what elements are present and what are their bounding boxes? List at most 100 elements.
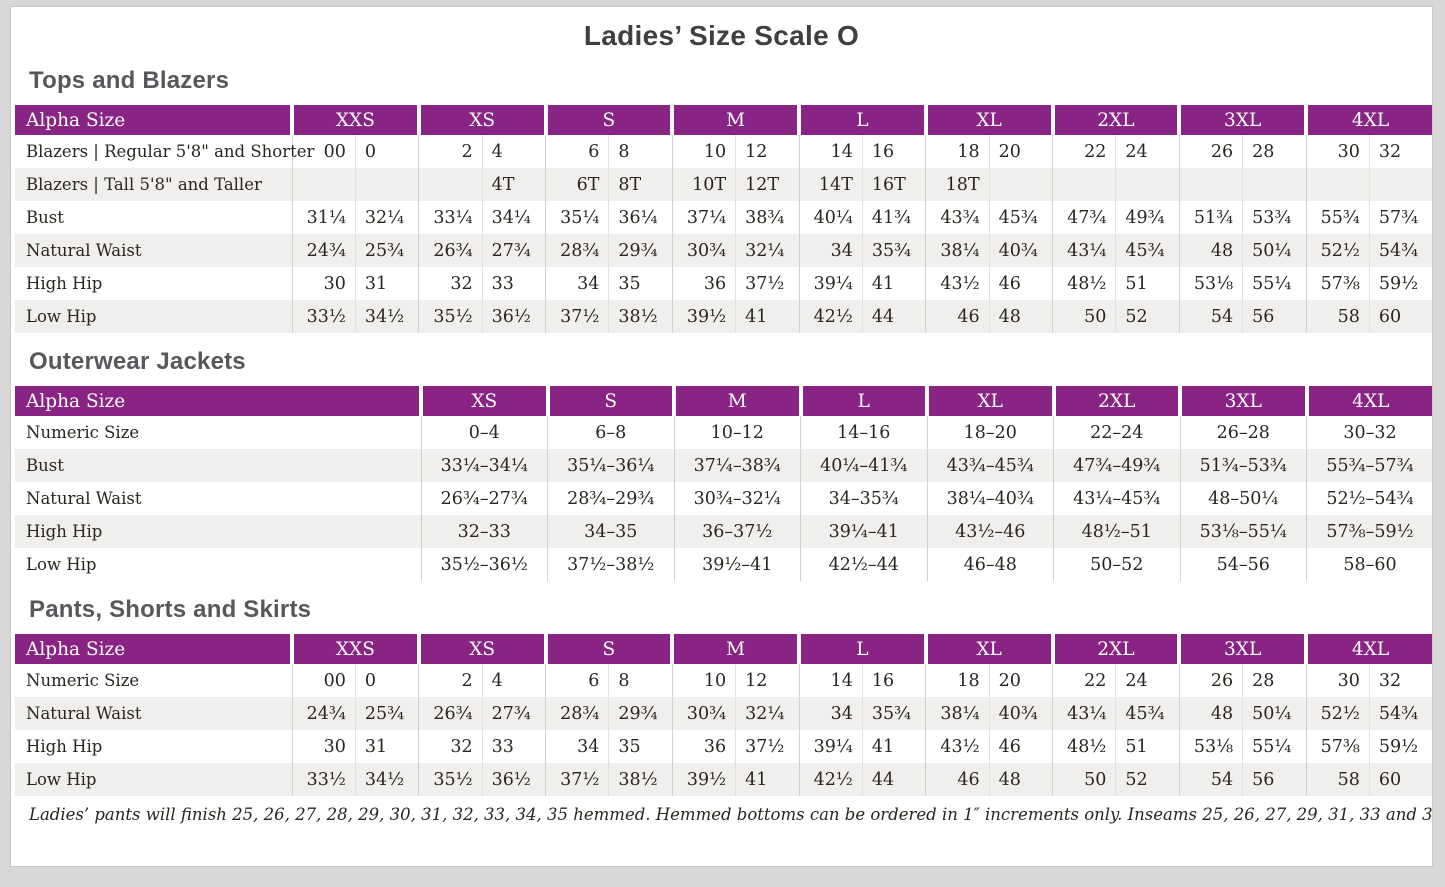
- cell-value: 46: [988, 730, 1053, 763]
- cell-value: 35¾: [861, 234, 926, 267]
- cell-value: 52½: [1305, 234, 1370, 267]
- size-col-header: 2XL: [1050, 634, 1180, 664]
- size-col-header: L: [797, 634, 926, 664]
- cell-value: 46: [925, 300, 990, 333]
- cell-value: 57⅜: [1305, 267, 1370, 300]
- row-label: Low Hip: [26, 770, 97, 789]
- cell-value: 26¾–27¾: [420, 482, 548, 515]
- cell-value: 52: [1115, 763, 1180, 796]
- cell-value: 38¾: [735, 201, 799, 234]
- page-title: Ladies’ Size Scale O: [583, 20, 860, 51]
- cell-value: 58: [1305, 300, 1370, 333]
- cell-value: 53⅛–55¼: [1179, 515, 1307, 548]
- header-row: Alpha Size XS S M L XL 2XL 3XL 4XL: [15, 386, 1432, 416]
- cell-value: 55¼: [1242, 267, 1306, 300]
- cell-value: 26: [1178, 664, 1243, 697]
- cell-value: 30¾: [671, 234, 736, 267]
- cell-value: 52½–54¾: [1306, 482, 1432, 515]
- table-row: Natural Waist 26¾–27¾ 28¾–29¾ 30¾–32¼ 34–35¾…: [15, 482, 1432, 515]
- table-row: Natural Waist 24¾ 25¾ 26¾ 27¾ 28¾ 29¾ 30¾ 32¼ 34 3…: [15, 697, 1432, 730]
- cell-value: 40¼–41¾: [800, 449, 927, 482]
- cell-value: [1178, 168, 1243, 201]
- cell-value: 37½: [735, 730, 799, 763]
- cell-value: 56: [1242, 300, 1306, 333]
- cell-value: 10: [671, 135, 736, 168]
- cell-value: 33¼: [418, 201, 483, 234]
- cell-value: 43½–46: [926, 515, 1054, 548]
- cell-value: 37½: [735, 267, 799, 300]
- cell-value: 35½: [418, 763, 483, 796]
- cell-value: 42½: [798, 763, 863, 796]
- row-label: Low Hip: [26, 555, 97, 574]
- size-col-header: 3XL: [1178, 386, 1307, 416]
- cell-value: 28: [1242, 664, 1306, 697]
- cell-value: 2: [418, 135, 483, 168]
- cell-value: 58: [1305, 763, 1370, 796]
- cell-value: 52: [1115, 300, 1180, 333]
- cell-value: 43¼: [1051, 234, 1116, 267]
- size-col-header: XS: [416, 105, 546, 135]
- cell-value: 24: [1115, 664, 1180, 697]
- cell-value: 27¾: [481, 697, 546, 730]
- cell-value: 41: [735, 300, 799, 333]
- cell-value: 53¾: [1242, 201, 1306, 234]
- cell-value: 34–35: [547, 515, 674, 548]
- cell-value: 55¾–57¾: [1306, 449, 1432, 482]
- cell-value: 22: [1051, 664, 1116, 697]
- section-heading: Outerwear Jackets: [29, 348, 246, 375]
- cell-value: 44: [861, 300, 926, 333]
- row-label: Bust: [26, 456, 64, 475]
- cell-value: 39¼: [798, 730, 863, 763]
- header-row: Alpha Size XXS XS S M L XL 2XL 3XL 4XL: [15, 634, 1432, 664]
- cell-value: [1051, 168, 1116, 201]
- cell-value: 41: [735, 763, 799, 796]
- cell-value: 60: [1368, 763, 1432, 796]
- cell-value: 44: [861, 763, 926, 796]
- cell-value: 46–48: [926, 548, 1054, 581]
- cell-value: 57⅜–59½: [1306, 515, 1432, 548]
- size-col-header: S: [545, 386, 674, 416]
- cell-value: 36½: [481, 300, 546, 333]
- cell-value: 31: [354, 730, 419, 763]
- cell-value: 35½: [418, 300, 483, 333]
- cell-value: 4: [481, 664, 546, 697]
- cell-value: 48: [988, 763, 1053, 796]
- cell-value: 59½: [1368, 267, 1432, 300]
- cell-value: 60: [1368, 300, 1432, 333]
- cell-value: 6T: [544, 168, 609, 201]
- cell-value: 14: [798, 135, 863, 168]
- cell-value: 34: [798, 697, 863, 730]
- table-row: Low Hip 33½ 34½ 35½ 36½ 37½ 38½ 39½ 41 42½ 44 46 48 5…: [15, 300, 1432, 333]
- cell-value: 37½: [544, 300, 609, 333]
- size-col-header: XL: [923, 634, 1053, 664]
- cell-value: 51: [1115, 267, 1180, 300]
- row-label: High Hip: [26, 737, 103, 756]
- size-scale-page: Ladies’ Size Scale O Tops and Blazers Alp…: [10, 6, 1433, 867]
- cell-value: 38¼–40¾: [926, 482, 1054, 515]
- cell-value: 57¾: [1368, 201, 1432, 234]
- cell-value: 8: [608, 135, 673, 168]
- cell-value: 0: [354, 664, 419, 697]
- cell-value: 24¾: [291, 697, 356, 730]
- cell-value: 50¼: [1242, 697, 1306, 730]
- cell-value: 32¼: [735, 697, 799, 730]
- size-col-header: 4XL: [1304, 105, 1432, 135]
- size-col-header: L: [797, 105, 926, 135]
- cell-value: 31¼: [291, 201, 356, 234]
- cell-value: 26¾: [418, 234, 483, 267]
- cell-value: 39¼: [798, 267, 863, 300]
- cell-value: 59½: [1368, 730, 1432, 763]
- row-label: Blazers | Tall 5'8" and Taller: [26, 175, 262, 194]
- cell-value: 41¾: [861, 201, 926, 234]
- cell-value: 33½: [291, 300, 356, 333]
- cell-value: 43½: [925, 730, 990, 763]
- cell-value: [1368, 168, 1432, 201]
- cell-value: 26–28: [1179, 416, 1307, 449]
- cell-value: 34: [544, 267, 609, 300]
- cell-value: 35¼–36¼: [547, 449, 674, 482]
- document-background: { "title": "Ladies’ Size Scale O", "colo…: [0, 6, 1445, 887]
- table-row: Blazers | Tall 5'8" and Taller 4T 6T 8T 10T 1…: [15, 168, 1432, 201]
- cell-value: 4T: [481, 168, 546, 201]
- table-row: Blazers | Regular 5'8" and Shorter 00 0 2 4 6…: [15, 135, 1432, 168]
- cell-value: 24¾: [291, 234, 356, 267]
